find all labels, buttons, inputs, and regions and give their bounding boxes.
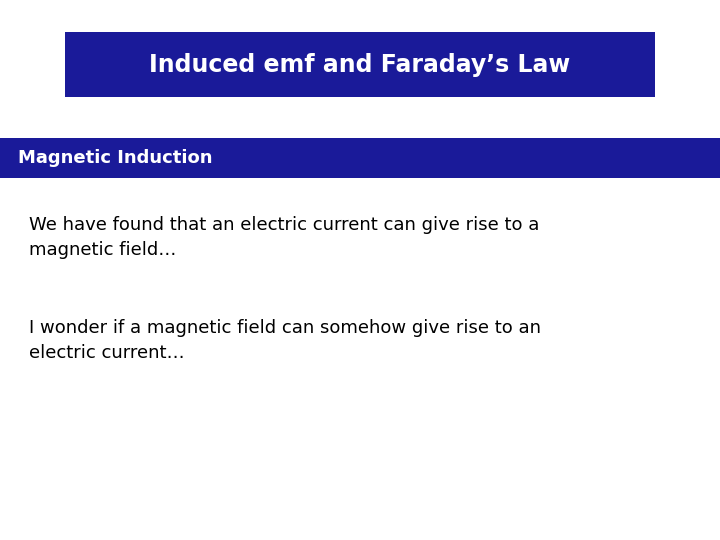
Text: I wonder if a magnetic field can somehow give rise to an
electric current…: I wonder if a magnetic field can somehow… <box>29 319 541 362</box>
Text: We have found that an electric current can give rise to a
magnetic field…: We have found that an electric current c… <box>29 216 539 259</box>
Text: Magnetic Induction: Magnetic Induction <box>18 149 212 167</box>
Text: Induced emf and Faraday’s Law: Induced emf and Faraday’s Law <box>149 53 571 77</box>
FancyBboxPatch shape <box>0 138 720 178</box>
FancyBboxPatch shape <box>65 32 655 97</box>
